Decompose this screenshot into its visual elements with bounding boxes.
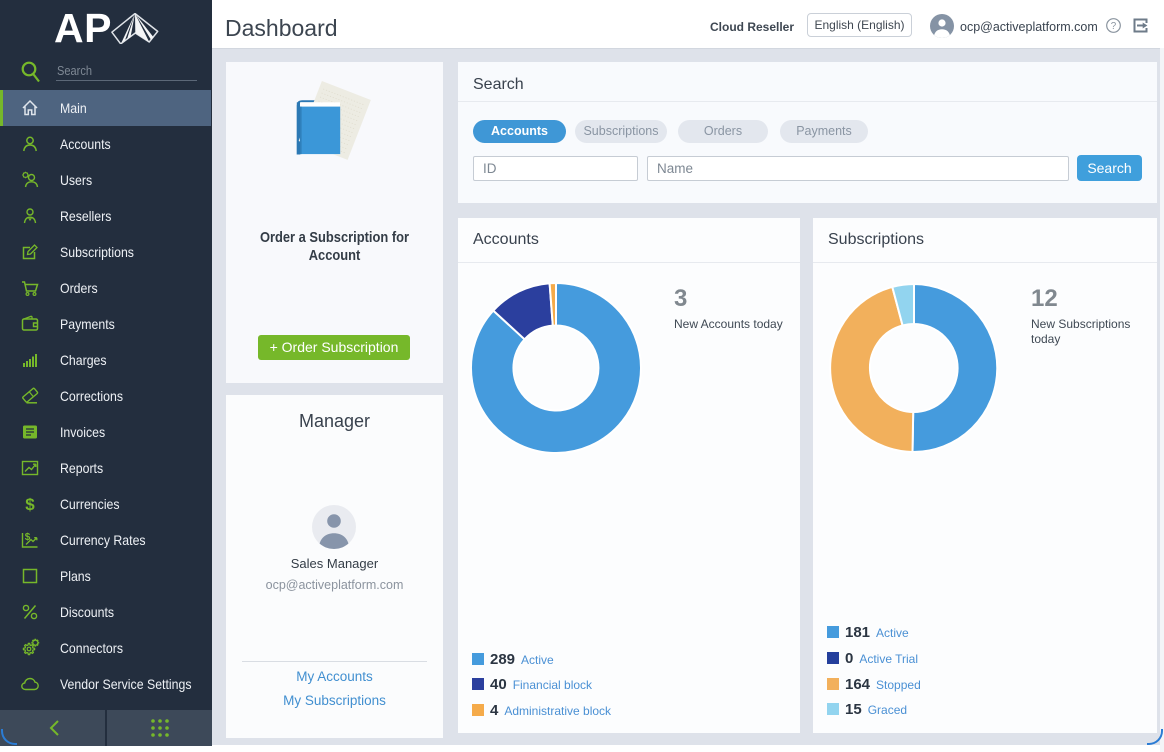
svg-text:$: $ [25,495,35,514]
svg-text:?: ? [1111,21,1117,32]
svg-text:$: $ [25,532,31,543]
